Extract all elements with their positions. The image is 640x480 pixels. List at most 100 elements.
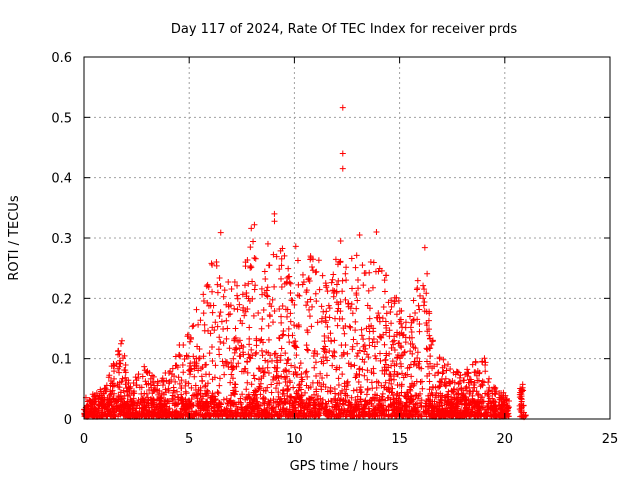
data-point xyxy=(407,411,414,418)
data-point xyxy=(176,380,183,387)
data-point xyxy=(92,406,99,413)
data-point xyxy=(153,402,160,409)
data-point xyxy=(265,336,272,343)
data-point xyxy=(391,337,398,344)
data-point xyxy=(251,375,258,382)
data-point xyxy=(272,350,279,357)
data-point xyxy=(473,372,480,379)
data-point xyxy=(332,256,339,263)
data-point xyxy=(214,281,221,288)
data-point xyxy=(182,402,189,409)
data-point xyxy=(122,381,129,388)
data-point xyxy=(356,231,363,238)
data-point xyxy=(180,400,187,407)
data-point xyxy=(329,411,336,418)
data-point xyxy=(319,272,326,279)
data-point xyxy=(418,378,425,385)
data-point xyxy=(167,368,174,375)
data-point xyxy=(388,362,395,369)
data-point xyxy=(303,302,310,309)
data-point xyxy=(398,389,405,396)
data-point xyxy=(242,263,249,270)
data-point xyxy=(218,407,225,414)
data-point xyxy=(339,277,346,284)
data-point xyxy=(162,397,169,404)
data-point xyxy=(173,413,180,420)
data-point xyxy=(246,335,253,342)
data-point xyxy=(101,398,108,405)
data-point xyxy=(496,394,503,401)
data-point xyxy=(381,288,388,295)
data-point xyxy=(341,383,348,390)
data-point xyxy=(412,309,419,316)
data-point xyxy=(170,409,177,416)
data-point xyxy=(440,412,447,419)
data-point xyxy=(312,269,319,276)
data-point xyxy=(162,411,169,418)
data-point xyxy=(386,327,393,334)
data-point xyxy=(248,346,255,353)
data-point xyxy=(221,371,228,378)
data-point xyxy=(307,296,314,303)
data-point xyxy=(317,370,324,377)
data-point xyxy=(518,409,525,416)
data-point xyxy=(221,287,228,294)
data-point xyxy=(200,393,207,400)
data-point xyxy=(423,358,430,365)
data-point xyxy=(421,244,428,251)
data-point xyxy=(260,307,267,314)
data-point xyxy=(135,396,142,403)
data-point xyxy=(235,360,242,367)
data-point xyxy=(224,359,231,366)
data-point xyxy=(340,325,347,332)
data-point xyxy=(223,317,230,324)
data-point xyxy=(460,377,467,384)
data-point xyxy=(196,346,203,353)
data-point xyxy=(187,338,194,345)
data-point xyxy=(410,317,417,324)
data-point xyxy=(402,319,409,326)
data-point xyxy=(397,405,404,412)
data-point xyxy=(115,347,122,354)
data-point xyxy=(341,330,348,337)
data-point xyxy=(291,322,298,329)
data-point xyxy=(345,303,352,310)
data-point xyxy=(321,346,328,353)
data-point xyxy=(394,382,401,389)
data-point xyxy=(264,293,271,300)
data-point xyxy=(377,396,384,403)
data-point xyxy=(231,384,238,391)
data-point xyxy=(361,348,368,355)
data-point xyxy=(343,277,350,284)
data-point xyxy=(520,412,527,419)
data-point xyxy=(300,399,307,406)
y-tick-label: 0.3 xyxy=(51,232,72,247)
data-point xyxy=(410,316,417,323)
data-point xyxy=(387,372,394,379)
data-point xyxy=(343,386,350,393)
data-point xyxy=(364,376,371,383)
data-point xyxy=(214,323,221,330)
data-point xyxy=(324,323,331,330)
data-point xyxy=(363,410,370,417)
data-point xyxy=(274,380,281,387)
data-point xyxy=(331,396,338,403)
data-point xyxy=(346,323,353,330)
data-point xyxy=(237,317,244,324)
data-point xyxy=(199,404,206,411)
data-point xyxy=(140,399,147,406)
data-point xyxy=(348,301,355,308)
data-point xyxy=(469,361,476,368)
data-point xyxy=(140,405,147,412)
data-point xyxy=(105,407,112,414)
data-point xyxy=(116,402,123,409)
data-point xyxy=(247,244,254,251)
data-point xyxy=(224,325,231,332)
data-point xyxy=(348,255,355,262)
data-point xyxy=(91,401,98,408)
data-point xyxy=(217,309,224,316)
data-point xyxy=(383,324,390,331)
data-point xyxy=(285,265,292,272)
data-point xyxy=(231,336,238,342)
data-point xyxy=(353,290,360,297)
